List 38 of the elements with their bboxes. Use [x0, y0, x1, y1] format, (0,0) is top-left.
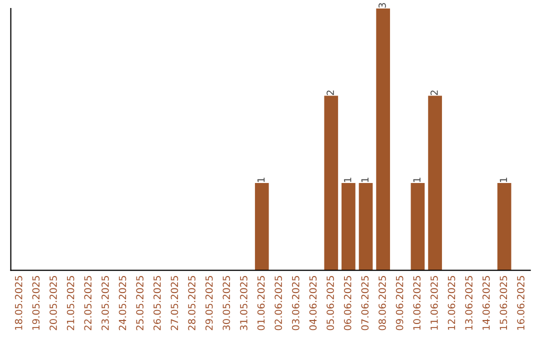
x-tick-label: 03.06.2025: [292, 276, 300, 330]
x-tick-label: 21.05.2025: [66, 276, 74, 330]
x-tick-label: 27.05.2025: [170, 276, 178, 330]
x-tick-label: 04.06.2025: [309, 276, 317, 330]
x-tick-label: 28.05.2025: [188, 276, 196, 330]
data-label: 1: [361, 178, 368, 182]
x-tick-label: 24.05.2025: [118, 276, 126, 330]
x-tick-label: 29.05.2025: [205, 276, 213, 330]
x-tick-label: 20.05.2025: [50, 276, 57, 330]
x-tick-label: 06.06.2025: [344, 276, 352, 330]
x-tick-label: 16.06.2025: [517, 276, 524, 330]
x-tick-label: 10.06.2025: [413, 276, 421, 330]
x-tick-label: 22.05.2025: [84, 276, 92, 330]
x-tick-label: 13.06.2025: [465, 276, 472, 330]
data-label: 1: [413, 178, 420, 182]
x-tick-label: 15.06.2025: [500, 276, 508, 330]
data-label: 1: [344, 178, 352, 182]
x-tick-label: 05.06.2025: [326, 276, 334, 330]
x-tick-label: 02.06.2025: [274, 276, 282, 330]
x-tick-label: 01.06.2025: [257, 276, 265, 330]
data-label: 1: [500, 178, 507, 182]
x-tick-label: 26.05.2025: [153, 276, 161, 330]
data-label: 2: [326, 90, 334, 96]
x-tick-label: 07.06.2025: [361, 276, 369, 330]
data-label: 1: [257, 178, 265, 182]
x-tick-label: 19.05.2025: [32, 276, 40, 330]
x-tick-label: 09.06.2025: [396, 276, 404, 330]
x-tick-label: 30.05.2025: [222, 276, 230, 330]
x-tick-label: 25.05.2025: [136, 276, 144, 330]
x-tick-label: 14.06.2025: [482, 276, 490, 330]
data-label: 3: [378, 3, 386, 8]
x-tick-label: 12.06.2025: [448, 276, 456, 330]
x-tick-label: 23.05.2025: [102, 276, 109, 330]
data-label: 2: [430, 90, 438, 96]
x-tick-label: 18.05.2025: [14, 276, 22, 330]
x-tick-label: 11.06.2025: [430, 276, 438, 330]
x-tick-label: 08.06.2025: [378, 276, 386, 330]
x-tick-label: 31.05.2025: [240, 276, 248, 330]
